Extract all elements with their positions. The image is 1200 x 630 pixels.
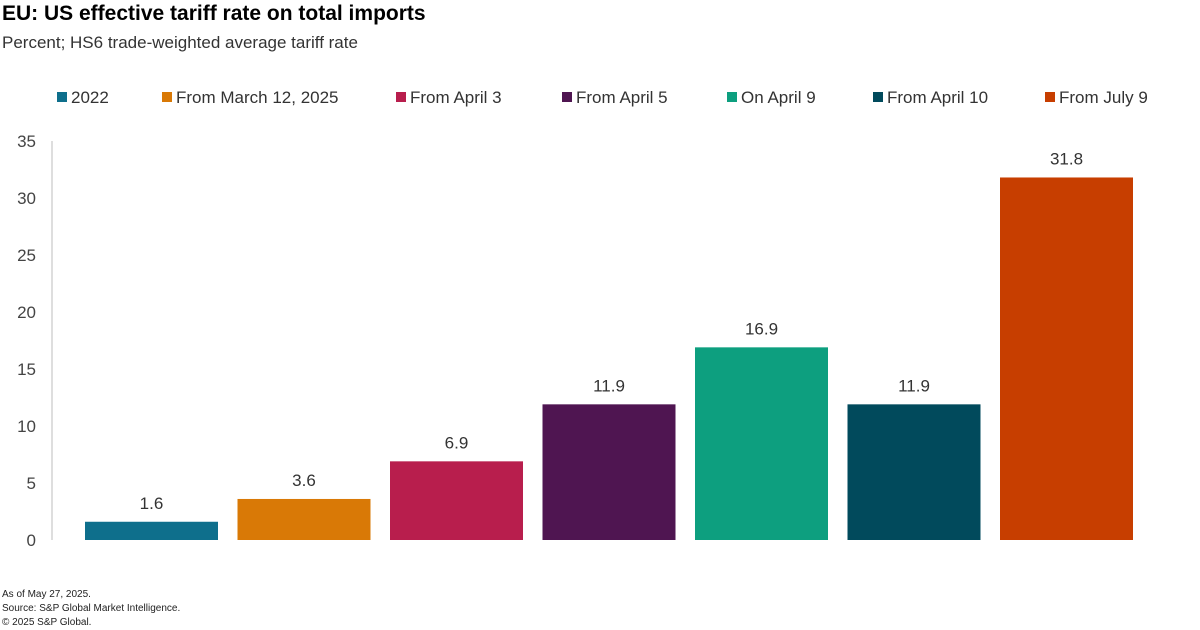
legend-label: From April 3 [410, 88, 502, 107]
y-tick-label: 15 [17, 360, 36, 379]
legend-swatch [396, 92, 406, 102]
bars [85, 177, 1133, 541]
chart-title: EU: US effective tariff rate on total im… [2, 2, 426, 25]
y-tick-label: 5 [27, 474, 36, 493]
legend-label: 2022 [71, 88, 109, 107]
legend-item: On April 9 [727, 88, 816, 107]
legend-swatch [57, 92, 67, 102]
legend-swatch [727, 92, 737, 102]
legend-item: 2022 [57, 88, 109, 107]
y-tick-label: 10 [17, 417, 36, 436]
data-label: 16.9 [745, 319, 778, 338]
data-label: 1.6 [140, 494, 164, 513]
legend-label: From July 9 [1059, 88, 1148, 107]
legend-swatch [1045, 92, 1055, 102]
data-label: 6.9 [445, 433, 469, 452]
y-tick-label: 35 [17, 132, 36, 151]
bar [1000, 177, 1133, 541]
legend-label: From April 5 [576, 88, 668, 107]
y-tick-label: 25 [17, 246, 36, 265]
bar [542, 404, 676, 540]
legend-label: On April 9 [741, 88, 816, 107]
data-labels: 1.6 3.6 6.9 11.9 16.9 11.9 31.8 [140, 149, 1083, 512]
legend-item: From April 10 [873, 88, 988, 107]
legend-label: From April 10 [887, 88, 988, 107]
legend-swatch [873, 92, 883, 102]
bar [847, 404, 981, 540]
data-label: 11.9 [898, 376, 930, 395]
data-label: 11.9 [593, 376, 625, 395]
legend-label: From March 12, 2025 [176, 88, 339, 107]
bar [390, 461, 523, 540]
y-axis: 0 5 10 15 20 25 30 35 [17, 132, 53, 550]
legend-item: From April 3 [396, 88, 502, 107]
legend: 2022 From March 12, 2025 From April 3 From … [57, 88, 1148, 107]
footer-source: Source: S&P Global Market Intelligence. [2, 603, 181, 614]
bar [237, 498, 371, 540]
legend-item: From March 12, 2025 [162, 88, 339, 107]
footer-copyright: © 2025 S&P Global. [2, 617, 92, 628]
legend-item: From April 5 [562, 88, 668, 107]
chart-subtitle: Percent; HS6 trade-weighted average tari… [2, 33, 358, 52]
footer-as-of: As of May 27, 2025. [2, 589, 91, 600]
legend-swatch [162, 92, 172, 102]
data-label: 31.8 [1050, 149, 1083, 168]
bar [85, 521, 218, 540]
bar [695, 347, 828, 540]
y-tick-label: 20 [17, 303, 36, 322]
y-tick-label: 0 [27, 531, 36, 550]
footer: As of May 27, 2025. Source: S&P Global M… [2, 588, 180, 630]
legend-item: From July 9 [1045, 88, 1148, 107]
data-label: 3.6 [292, 471, 316, 490]
y-tick-label: 30 [17, 189, 36, 208]
legend-swatch [562, 92, 572, 102]
